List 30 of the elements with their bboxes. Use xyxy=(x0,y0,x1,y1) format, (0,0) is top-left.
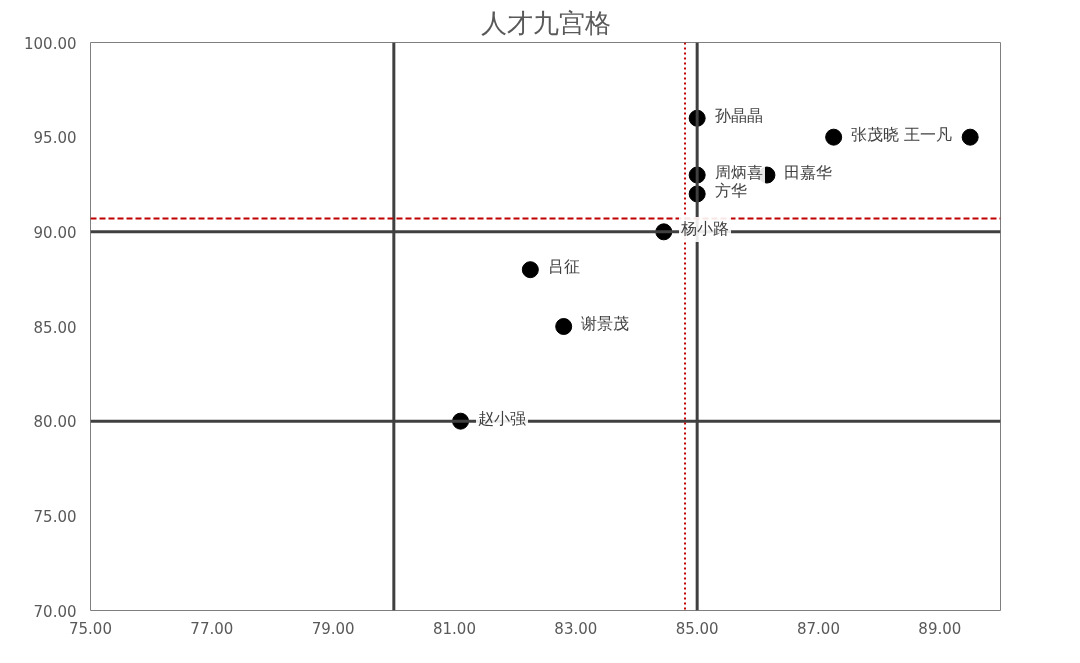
annotation: 杨小路 xyxy=(679,217,732,243)
y-tick-label: 95.00 xyxy=(33,129,77,148)
x-tick-label: 85.00 xyxy=(675,619,719,638)
annotation: 王一凡 xyxy=(901,122,954,148)
point xyxy=(555,318,573,335)
y-tick-label: 85.00 xyxy=(33,318,77,337)
y-tick-label: 75.00 xyxy=(33,507,77,526)
annotation: 周炳喜 xyxy=(714,163,763,181)
x-tick-label: 77.00 xyxy=(190,619,234,638)
annotation: 孙晶晶 xyxy=(712,103,765,129)
x-tick-label: 81.00 xyxy=(433,619,476,638)
chart-title: 人才九宫格 xyxy=(480,7,611,38)
x-tick-label: 75.00 xyxy=(69,619,112,638)
x-tick-label: 83.00 xyxy=(554,619,598,638)
x-tick-label: 87.00 xyxy=(797,619,840,638)
annotation: 田嘉华 xyxy=(782,160,835,186)
y-tick-label: 100.00 xyxy=(24,34,77,53)
point xyxy=(521,261,539,279)
annotation: 赵小强 xyxy=(476,406,529,432)
y-tick-label: 70.00 xyxy=(33,602,77,621)
x-tick-label: 89.00 xyxy=(918,619,962,638)
y-tick-label: 80.00 xyxy=(33,413,77,432)
x-tick-label: 79.00 xyxy=(311,619,355,638)
y-tick-label: 90.00 xyxy=(33,223,77,242)
annotation: 张茂晓 xyxy=(849,122,902,148)
annotation: 吕征 xyxy=(545,255,582,281)
point xyxy=(961,128,979,146)
point xyxy=(825,128,843,146)
annotation: 谢景茂 xyxy=(579,312,632,337)
annotation: 方华 xyxy=(712,179,749,205)
